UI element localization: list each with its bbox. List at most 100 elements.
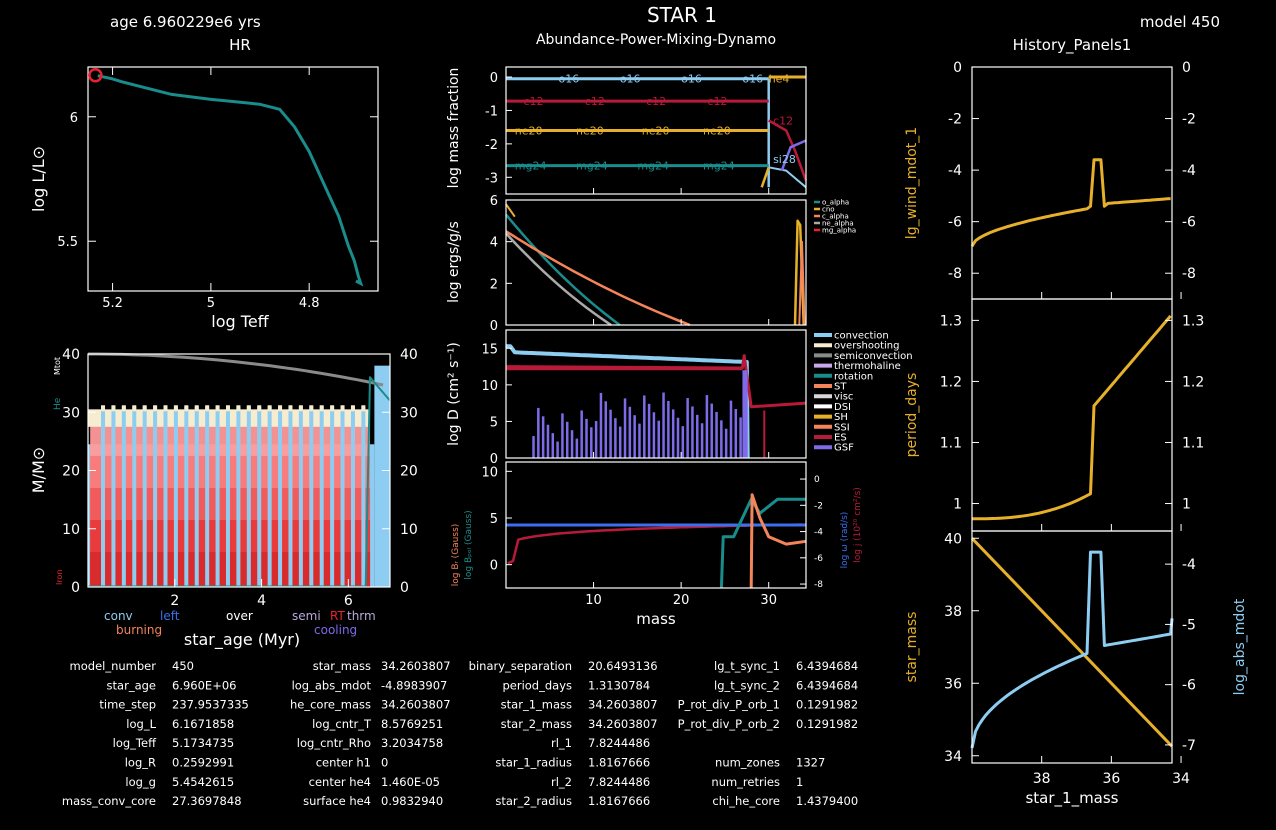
hr-ytick-label: 6 — [70, 111, 78, 126]
kipp-conv-spike — [288, 406, 293, 587]
table-label: binary_separation — [469, 659, 572, 673]
dynamo-bpol-line — [719, 497, 806, 589]
history-p1-ytick-right-label: -8 — [1182, 266, 1196, 282]
kipp-conv-spike — [121, 406, 126, 587]
mixing-visc-bar — [691, 406, 694, 458]
power-legend-label: mg_alpha — [822, 227, 856, 235]
kipp-ytick-right-label: 20 — [400, 464, 418, 480]
history-p1-ytick-label: -4 — [948, 163, 962, 179]
kipp-ylabel: M/M⊙ — [29, 447, 48, 493]
power-ytick-label: 4 — [490, 236, 498, 251]
kipp-he-line — [364, 376, 391, 588]
mixing-legend-label: DSI — [834, 402, 851, 413]
history-p1-ytick-label: 0 — [953, 60, 962, 76]
table-value: 34.2603807 — [588, 698, 658, 712]
abund-ylabel: log mass fraction — [446, 68, 462, 189]
kipp-ytick-right-label: 40 — [400, 347, 418, 363]
history-p2-ytick-label: 1 — [953, 497, 962, 513]
dynamo-ylabel-br: log Bᵣ (Gauss) — [451, 524, 461, 587]
abund-label-c12: c12 — [646, 95, 666, 108]
history-p2-ytick-label: 1.2 — [940, 374, 962, 390]
abund-label-c12: c12 — [773, 114, 793, 127]
table-value: 34.2603807 — [381, 698, 451, 712]
table-label: he_core_mass — [290, 698, 371, 712]
abund-ytick-label: 0 — [490, 71, 498, 86]
history-p2-ytick-right-label: 1.1 — [1182, 435, 1204, 451]
mixing-visc-bar — [570, 430, 574, 458]
history-p3-ytick-label: 34 — [944, 749, 962, 765]
kipp-conv-spike — [278, 406, 283, 587]
history-p1-ytick-right-label: -2 — [1182, 112, 1196, 128]
mixing-visc-bar — [599, 392, 603, 458]
mixing-visc-bar — [614, 418, 617, 458]
power-panel: 6 4 2 0 log ergs/g/s o_alphacnoc_alphane_al… — [446, 194, 856, 334]
table-label: rl_1 — [551, 736, 572, 750]
mixing-legend-label: overshooting — [834, 341, 899, 352]
kipp-conv-spike — [215, 406, 220, 587]
power-ne-alpha-line — [505, 232, 612, 327]
mixing-visc-bar — [551, 433, 555, 458]
kipp-over-cap — [340, 405, 345, 412]
table-label: log_cntr_T — [312, 717, 372, 731]
kipp-over-cap — [205, 405, 210, 412]
mixing-visc-bar — [739, 417, 742, 458]
history-ylabel-3: star_mass — [904, 612, 920, 683]
history-wind-mdot-line — [970, 158, 1171, 248]
mixing-visc-bar — [696, 414, 699, 458]
table-label: num_zones — [715, 756, 780, 770]
kipp-conv-spike — [246, 406, 251, 587]
table-label: log_Teff — [113, 736, 157, 750]
power-shell-cno — [793, 219, 805, 326]
kipp-ytick-label: 20 — [62, 464, 80, 480]
kipp-legend-rt: RT — [330, 609, 345, 623]
kipp-xtick-label: 4 — [257, 593, 266, 609]
table-value: 0.9832940 — [381, 794, 443, 808]
abund-ytick-label: -3 — [485, 171, 498, 186]
mixing-legend-label: visc — [834, 392, 853, 403]
history-ylabel-2: period_days — [904, 373, 920, 458]
kipp-conv-spike — [111, 406, 116, 587]
mixing-visc-bar — [590, 427, 593, 458]
mixing-visc-bar — [575, 438, 579, 458]
history-p2-ytick-right-label: 1 — [1182, 497, 1191, 513]
table-label: center h1 — [316, 756, 371, 770]
dynamo-xlabel: mass — [636, 610, 676, 628]
table-label: surface he4 — [303, 794, 371, 808]
table-label: log_L — [126, 717, 156, 731]
abund-label-c12: c12 — [707, 95, 727, 108]
mixing-visc-bar — [705, 395, 709, 458]
abund-label-si28: si28 — [773, 153, 796, 166]
mixing-visc-bar — [647, 403, 651, 458]
kipp-over-cap — [298, 405, 303, 412]
abund-he4-rise — [760, 166, 770, 188]
mixing-visc-bar — [546, 424, 550, 458]
table-label: rl_2 — [551, 775, 572, 789]
abund-si28-line — [780, 139, 807, 172]
kipp-legend-thrm: thrm — [347, 609, 376, 623]
kipp-ytick-right-label: 10 — [400, 522, 418, 538]
mixing-visc-bar — [734, 408, 738, 458]
kipp-conv-spike — [350, 406, 355, 587]
kipp-ytick-label: 40 — [62, 347, 80, 363]
abund-label-ne20: ne20 — [576, 125, 604, 138]
kipp-over-cap — [184, 405, 189, 412]
mixing-visc-bar — [532, 436, 535, 458]
mixing-visc-bar — [667, 400, 670, 458]
table-value: 6.4394684 — [796, 659, 858, 673]
dynamo-ylabel-j: log j (10²⁰ cm²/s) — [853, 487, 863, 563]
table-value: 5.4542615 — [172, 775, 234, 789]
mixing-visc-bar — [628, 406, 632, 458]
table-label: star_2_mass — [501, 717, 572, 731]
history-frame-2 — [971, 298, 1173, 532]
dynamo-xtick-label: 30 — [760, 593, 777, 608]
mixing-legend-label: rotation — [834, 371, 873, 382]
kipp-conv-spike — [330, 406, 335, 587]
abund-label-mg24: mg24 — [637, 160, 669, 173]
kipp-over-cap — [278, 405, 283, 412]
table-label: chi_he_core — [712, 794, 780, 808]
kipp-over-cap — [350, 405, 355, 412]
table-value: 1.460E-05 — [381, 775, 440, 789]
dynamo-ytick-label: 0 — [490, 559, 498, 574]
power-cno-line — [505, 203, 516, 218]
